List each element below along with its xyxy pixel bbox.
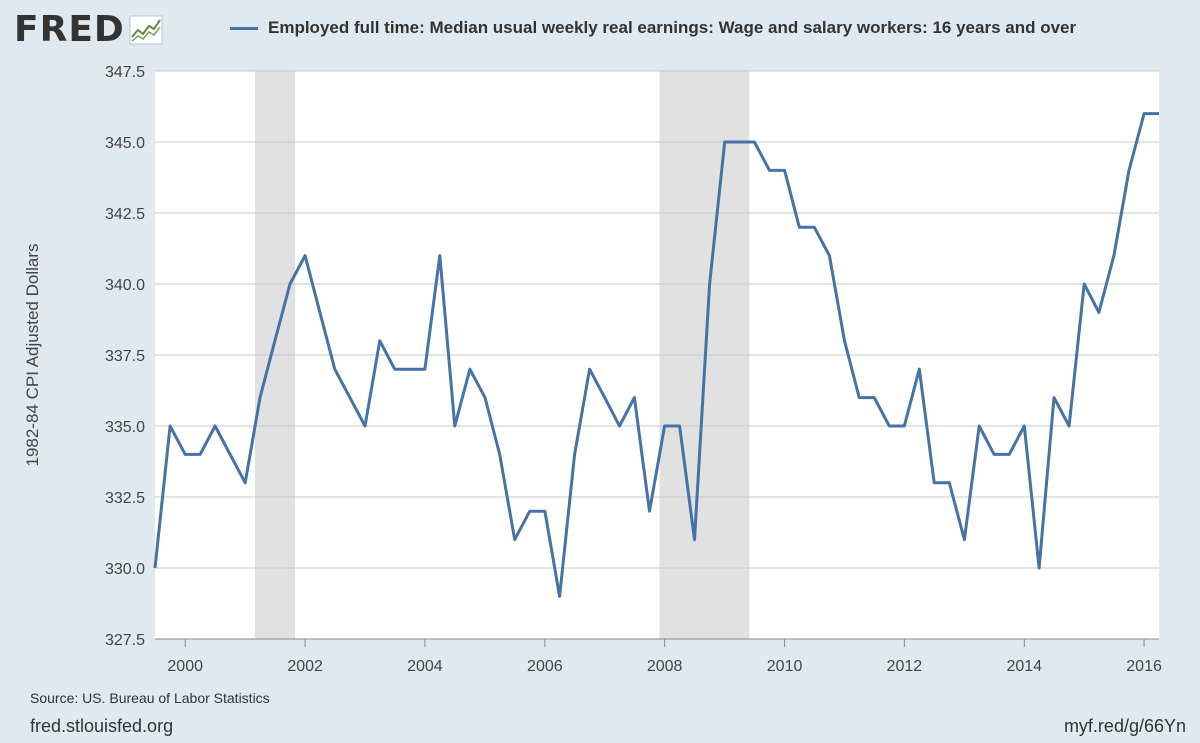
fred-logo[interactable]: FRED [14,10,163,50]
x-axis-ticks: 2000 2002 2004 2006 2008 2010 2012 2014 2016 [167,639,1162,675]
x-tick-label: 2006 [527,658,563,675]
x-tick-label: 2016 [1126,658,1162,675]
y-tick-label: 340.0 [105,277,145,294]
fred-chart-icon [129,15,163,45]
x-tick-label: 2004 [407,658,443,675]
y-tick-label: 335.0 [105,419,145,436]
x-tick-label: 2002 [287,658,323,675]
y-tick-label: 327.5 [105,632,145,649]
legend-swatch [230,26,258,30]
y-axis-label: 1982-84 CPI Adjusted Dollars [23,243,42,466]
legend-label: Employed full time: Median usual weekly … [268,18,1077,37]
y-tick-label: 342.5 [105,206,145,223]
chart-legend: Employed full time: Median usual weekly … [230,18,1076,38]
x-tick-label: 2008 [647,658,683,675]
x-tick-label: 2000 [167,658,203,675]
series-layer [153,112,1159,598]
grid-lines [155,70,1159,569]
y-tick-label: 347.5 [105,64,145,81]
series-line [153,112,1159,598]
x-tick-label: 2012 [887,658,923,675]
fred-logo-text: FRED [14,9,125,50]
x-tick-label: 2010 [767,658,803,675]
y-tick-label: 330.0 [105,561,145,578]
site-link[interactable]: fred.stlouisfed.org [30,716,174,736]
short-link[interactable]: myf.red/g/66Yn [1063,716,1186,736]
y-axis-ticks: 327.5 330.0 332.5 335.0 337.5 340.0 342.5 345.0… [105,64,145,649]
y-tick-label: 337.5 [105,348,145,365]
x-tick-label: 2014 [1006,658,1042,675]
source-note: Source: US. Bureau of Labor Statistics [30,690,270,706]
y-tick-label: 345.0 [105,135,145,152]
y-tick-label: 332.5 [105,490,145,507]
